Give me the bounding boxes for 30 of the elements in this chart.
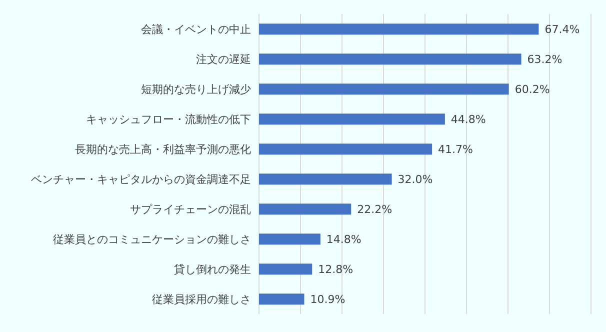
bar [259, 204, 352, 215]
data-label: 63.2% [527, 53, 562, 66]
y-tick-label: 注文の遅延 [196, 52, 251, 66]
y-tick-label: ベンチャー・キャピタルからの資金調達不足 [31, 172, 251, 186]
data-label: 32.0% [398, 173, 433, 186]
data-label: 60.2% [514, 83, 550, 96]
y-tick-label: サプライチェーンの混乱 [130, 202, 251, 216]
data-label: 22.2% [357, 203, 392, 216]
bar [259, 294, 304, 305]
data-label: 12.8% [318, 263, 354, 276]
bar [259, 144, 432, 155]
y-tick-label: 貸し倒れの発生 [174, 262, 251, 276]
bar [259, 234, 320, 245]
data-label: 67.4% [544, 23, 580, 36]
bar [259, 264, 312, 275]
data-label: 44.8% [450, 113, 486, 126]
y-tick-label: 従業員採用の難しさ [152, 292, 251, 306]
y-tick-label: 従業員とのコミュニケーションの難しさ [53, 232, 251, 246]
data-label: 14.8% [326, 233, 362, 246]
y-tick-label: 会議・イベントの中止 [141, 22, 251, 36]
y-tick-label: キャッシュフロー・流動性の低下 [86, 112, 251, 126]
y-tick-label: 短期的な売り上げ減少 [141, 82, 251, 96]
bar [259, 114, 445, 125]
bar [259, 84, 509, 95]
bar [259, 54, 522, 65]
data-label: 10.9% [310, 293, 346, 306]
bar [259, 174, 392, 185]
data-label: 41.7% [438, 143, 474, 156]
y-tick-label: 長期的な売上高・利益率予測の悪化 [75, 142, 251, 156]
bar [259, 24, 539, 35]
